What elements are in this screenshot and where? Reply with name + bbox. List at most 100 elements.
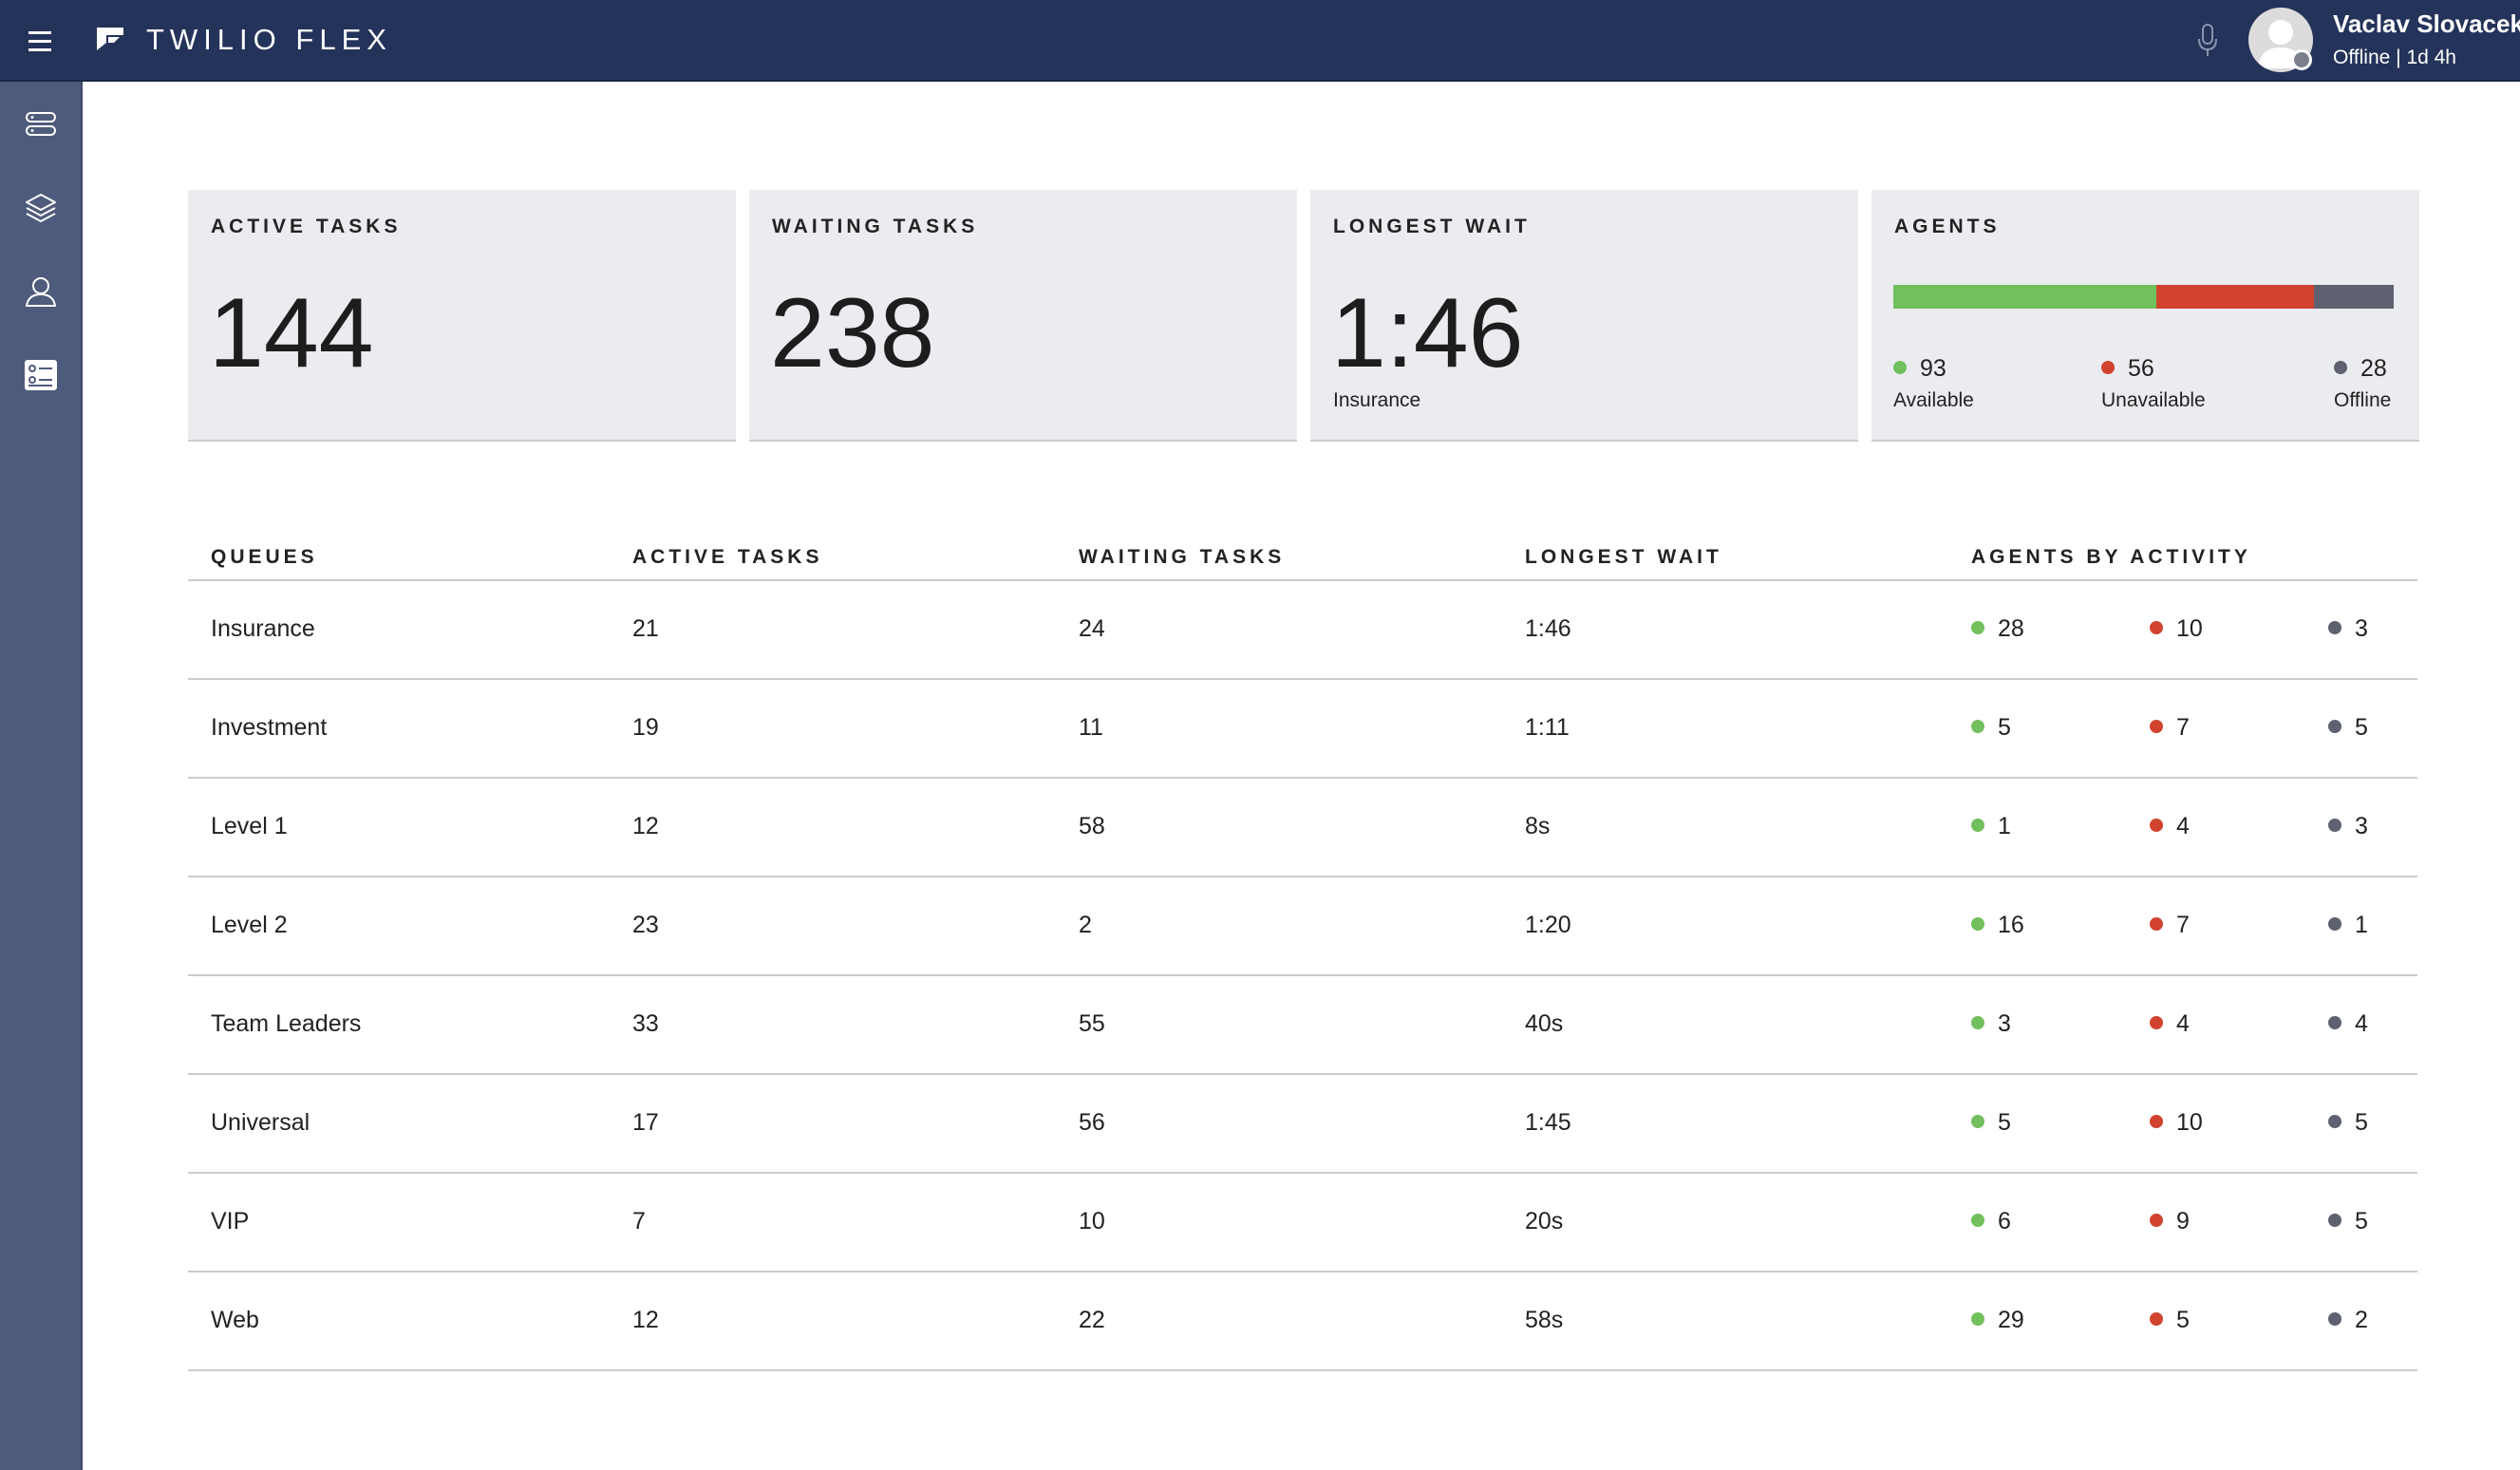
unavailable-count: 10 <box>2176 615 2203 642</box>
offline-agents-cell: 5 <box>2328 714 2368 742</box>
available-count: 16 <box>1998 912 2024 938</box>
available-agents-cell: 3 <box>1971 1010 2011 1038</box>
queues-icon[interactable] <box>23 106 59 142</box>
available-count: 3 <box>1998 1010 2011 1037</box>
available-count: 5 <box>1998 714 2011 741</box>
offline-dot <box>2328 1312 2341 1327</box>
waiting-tasks-card: WAITING TASKS 238 <box>749 190 1297 442</box>
offline-count: 5 <box>2355 714 2368 741</box>
offline-dot <box>2328 720 2341 734</box>
unavailable-count: 9 <box>2176 1208 2190 1234</box>
offline-dot <box>2328 1214 2341 1228</box>
table-row[interactable]: Web 12 22 58s 29 5 2 <box>188 1272 2417 1371</box>
table-row[interactable]: Universal 17 56 1:45 5 10 5 <box>188 1075 2417 1174</box>
offline-dot <box>2328 1016 2341 1030</box>
available-dot <box>1971 621 1984 635</box>
unavailable-agents-cell: 5 <box>2150 1307 2190 1334</box>
table-row[interactable]: Level 2 23 2 1:20 16 7 1 <box>188 877 2417 976</box>
active-tasks-cell: 12 <box>632 813 659 839</box>
table-row[interactable]: Investment 19 11 1:11 5 7 5 <box>188 680 2417 779</box>
queue-name: Team Leaders <box>211 1010 362 1037</box>
user-status[interactable]: Offline | 1d 4h <box>2333 47 2456 68</box>
agents-icon[interactable] <box>23 273 59 310</box>
available-agents-cell: 5 <box>1971 1109 2011 1137</box>
active-tasks-cell: 17 <box>632 1109 659 1136</box>
menu-icon[interactable] <box>28 26 51 54</box>
unavailable-dot <box>2150 720 2163 734</box>
unavailable-dot <box>2150 1312 2163 1327</box>
unavailable-label: Unavailable <box>2101 389 2206 411</box>
card-title: ACTIVE TASKS <box>211 216 402 237</box>
card-title: LONGEST WAIT <box>1333 216 1531 237</box>
available-dot <box>1971 1312 1984 1327</box>
unavailable-dot <box>2150 819 2163 833</box>
table-row[interactable]: Team Leaders 33 55 40s 3 4 4 <box>188 976 2417 1075</box>
longest-wait-cell: 20s <box>1525 1208 1564 1234</box>
table-row[interactable]: VIP 7 10 20s 6 9 5 <box>188 1174 2417 1272</box>
offline-agents-cell: 2 <box>2328 1307 2368 1334</box>
available-agents-cell: 28 <box>1971 615 2024 643</box>
unavailable-count: 4 <box>2176 813 2190 839</box>
unavailable-count: 10 <box>2176 1109 2203 1136</box>
available-agents-cell: 29 <box>1971 1307 2024 1334</box>
table-body: Insurance 21 24 1:46 28 10 3 Investment 19 11 1:11… <box>188 581 2417 1371</box>
unavailable-count: 56 <box>2101 355 2154 383</box>
layers-icon[interactable] <box>23 190 59 226</box>
available-count: 29 <box>1998 1307 2024 1333</box>
waiting-tasks-cell: 11 <box>1079 714 1103 741</box>
unavailable-dot <box>2150 1016 2163 1030</box>
unavailable-segment <box>2155 285 2315 309</box>
table-header: QUEUES ACTIVE TASKS WAITING TASKS LONGES… <box>188 532 2417 581</box>
active-tasks-cell: 7 <box>632 1208 646 1234</box>
unavailable-agents-cell: 4 <box>2150 1010 2190 1038</box>
card-value: 1:46 <box>1331 278 1524 388</box>
available-segment <box>1893 285 2156 309</box>
unavailable-count: 7 <box>2176 714 2190 741</box>
offline-count: 28 <box>2334 355 2387 383</box>
longest-wait-cell: 40s <box>1525 1010 1564 1037</box>
unavailable-count: 7 <box>2176 912 2190 938</box>
available-count: 5 <box>1998 1109 2011 1136</box>
header-longest-wait[interactable]: LONGEST WAIT <box>1525 546 1722 568</box>
offline-agents-cell: 3 <box>2328 615 2368 643</box>
longest-wait-cell: 58s <box>1525 1307 1564 1333</box>
header-queues[interactable]: QUEUES <box>211 546 318 568</box>
available-dot <box>1971 1016 1984 1030</box>
offline-agents-cell: 4 <box>2328 1010 2368 1038</box>
microphone-icon[interactable] <box>2196 21 2219 59</box>
card-value: 144 <box>209 278 374 388</box>
table-row[interactable]: Insurance 21 24 1:46 28 10 3 <box>188 581 2417 680</box>
card-title: AGENTS <box>1894 216 2001 237</box>
unavailable-agents-cell: 9 <box>2150 1208 2190 1235</box>
presence-indicator <box>2291 49 2312 70</box>
unavailable-agents-cell: 7 <box>2150 714 2190 742</box>
offline-agents-cell: 1 <box>2328 912 2368 939</box>
active-tasks-cell: 23 <box>632 912 659 938</box>
table-row[interactable]: Level 1 12 58 8s 1 4 3 <box>188 779 2417 877</box>
app-brand: TWILIO FLEX <box>146 23 392 56</box>
header-waiting-tasks[interactable]: WAITING TASKS <box>1079 546 1286 568</box>
active-tasks-cell: 19 <box>632 714 659 741</box>
longest-wait-queue: Insurance <box>1333 389 1421 411</box>
queue-name: VIP <box>211 1208 250 1234</box>
waiting-tasks-cell: 10 <box>1079 1208 1105 1234</box>
unavailable-agents-cell: 10 <box>2150 615 2203 643</box>
active-tasks-cell: 12 <box>632 1307 659 1333</box>
active-tasks-card: ACTIVE TASKS 144 <box>188 190 736 442</box>
queue-name: Investment <box>211 714 328 741</box>
header-active-tasks[interactable]: ACTIVE TASKS <box>632 546 823 568</box>
available-count: 1 <box>1998 813 2011 839</box>
offline-count: 5 <box>2355 1208 2368 1234</box>
header-agents-by-activity: AGENTS BY ACTIVITY <box>1971 546 2251 568</box>
user-name[interactable]: Vaclav Slovacek <box>2333 9 2520 38</box>
waiting-tasks-cell: 2 <box>1079 912 1092 938</box>
waiting-tasks-cell: 24 <box>1079 615 1105 642</box>
unavailable-agents-cell: 4 <box>2150 813 2190 840</box>
active-tasks-cell: 33 <box>632 1010 659 1037</box>
offline-count: 3 <box>2355 615 2368 642</box>
dashboard-icon[interactable] <box>23 357 59 393</box>
waiting-tasks-cell: 55 <box>1079 1010 1105 1037</box>
offline-count: 4 <box>2355 1010 2368 1037</box>
offline-dot <box>2328 917 2341 932</box>
available-dot <box>1971 819 1984 833</box>
